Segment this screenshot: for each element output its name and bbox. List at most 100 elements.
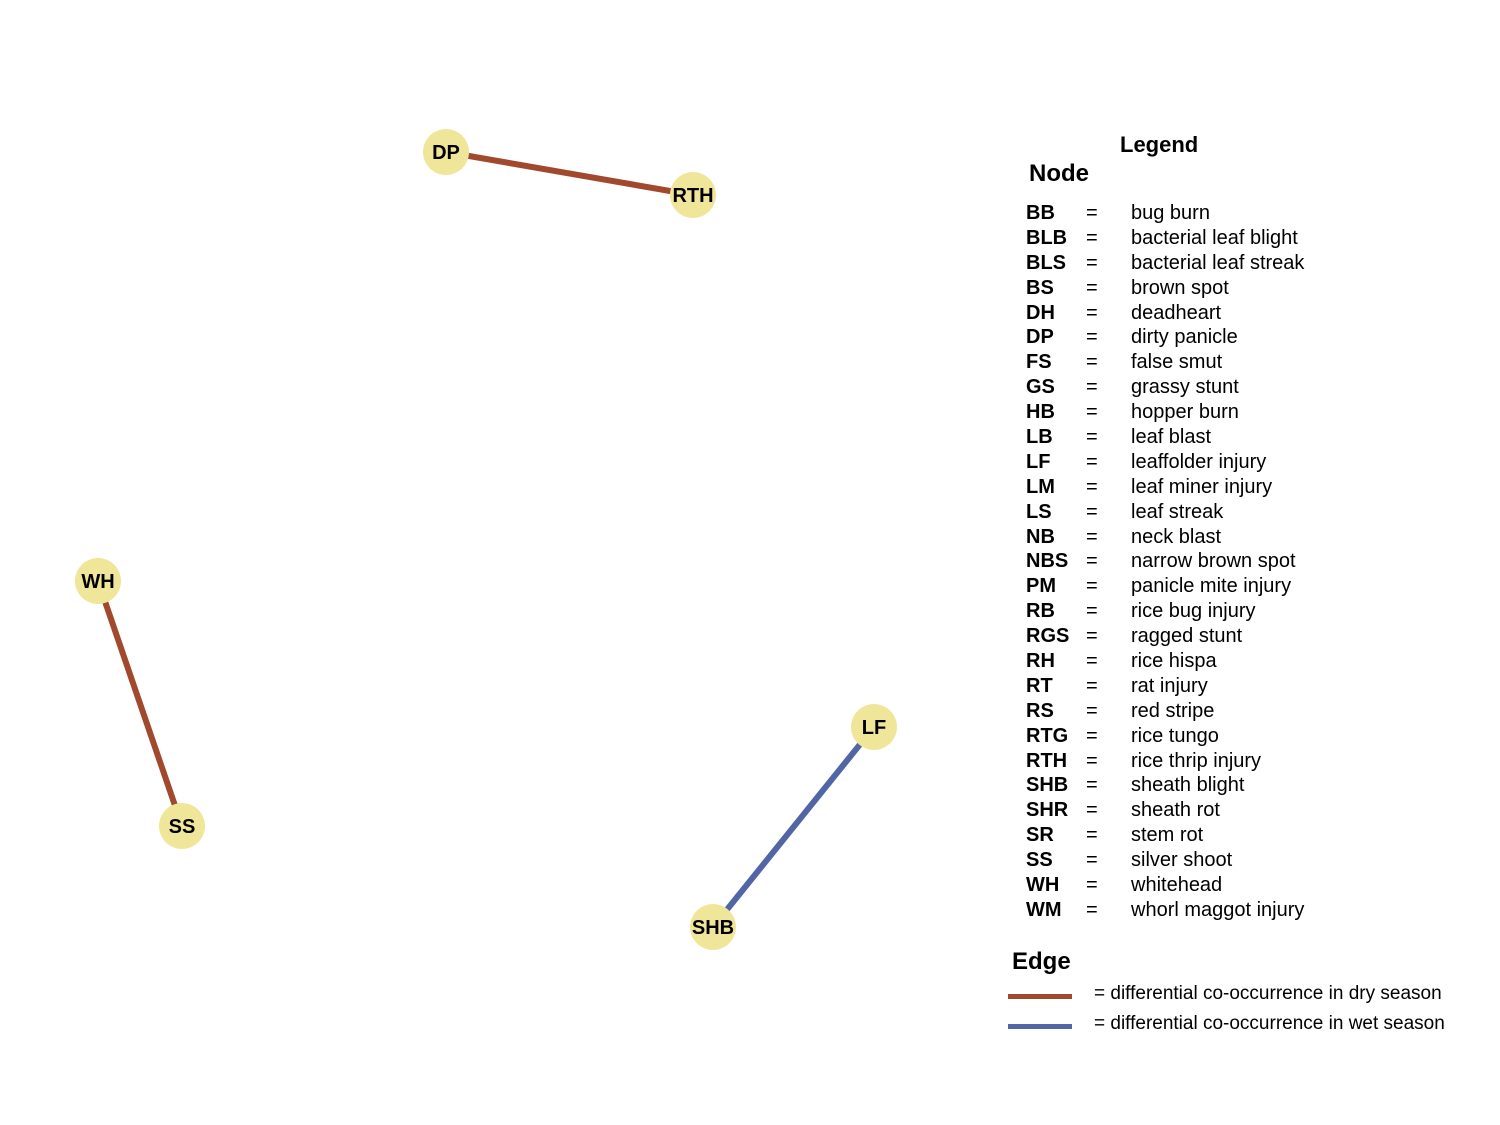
- edge-legend-row-dry: = differential co-occurrence in dry seas…: [1008, 983, 1498, 1009]
- node-full-name: leaf miner injury: [1131, 475, 1273, 498]
- node-abbreviation: DH: [1026, 301, 1055, 324]
- node-legend-row: BS = brown spot: [1026, 277, 1496, 302]
- edge-wh-ss: [95, 580, 185, 827]
- node-legend-row: NBS = narrow brown spot: [1026, 550, 1496, 575]
- node-full-name: rice bug injury: [1131, 600, 1256, 623]
- node-full-name: brown spot: [1131, 276, 1229, 299]
- equals-sign: =: [1086, 724, 1098, 747]
- edge-dp-rth: [445, 149, 694, 198]
- node-legend-row: WH = whitehead: [1026, 874, 1496, 899]
- node-full-name: false smut: [1131, 351, 1223, 374]
- equals-sign: =: [1086, 376, 1098, 399]
- node-full-name: narrow brown spot: [1131, 550, 1296, 573]
- equals-sign: =: [1086, 600, 1098, 623]
- node-legend-row: NB = neck blast: [1026, 526, 1496, 551]
- node-circle: [75, 558, 121, 604]
- node-abbreviation: RGS: [1026, 625, 1070, 648]
- node-legend-row: RTH = rice thrip injury: [1026, 750, 1496, 775]
- node-abbreviation: LS: [1026, 500, 1052, 523]
- equals-sign: =: [1086, 426, 1098, 449]
- node-full-name: rice hispa: [1131, 650, 1217, 673]
- node-full-name: sheath blight: [1131, 774, 1245, 797]
- node-full-name: whorl maggot injury: [1131, 898, 1305, 921]
- equals-sign: =: [1086, 301, 1098, 324]
- node-full-name: rice tungo: [1131, 724, 1219, 747]
- node-legend-row: LM = leaf miner injury: [1026, 476, 1496, 501]
- node-abbreviation: SHB: [1026, 774, 1069, 797]
- node-legend-row: BLS = bacterial leaf streak: [1026, 252, 1496, 277]
- node-legend-row: DH = deadheart: [1026, 302, 1496, 327]
- legend-panel: Legend Node BB = bug burn BLB = bacterial lea…: [1000, 0, 1500, 1125]
- node-abbreviation: BLB: [1026, 226, 1068, 249]
- node-full-name: hopper burn: [1131, 401, 1239, 424]
- node-label: SS: [169, 816, 196, 838]
- equals-sign: =: [1086, 326, 1098, 349]
- node-legend-list: BB = bug burn BLB = bacterial leaf blight BLS =…: [1026, 202, 1496, 924]
- node-legend-row: SR = stem rot: [1026, 824, 1496, 849]
- node-legend-row: SHB = sheath blight: [1026, 774, 1496, 799]
- node-full-name: rice thrip injury: [1131, 749, 1262, 772]
- node-legend-row: GS = grassy stunt: [1026, 376, 1496, 401]
- node-full-name: leaffolder injury: [1131, 450, 1267, 473]
- dry-season-line-swatch: [1008, 994, 1072, 999]
- node-full-name: whitehead: [1131, 874, 1223, 897]
- node-legend-row: LF = leaffolder injury: [1026, 451, 1496, 476]
- wet-season-edge-description: = differential co-occurrence in wet seas…: [1094, 1013, 1445, 1034]
- node-abbreviation: NBS: [1026, 550, 1069, 573]
- node-abbreviation: LM: [1026, 475, 1055, 498]
- node-legend-row: RTG = rice tungo: [1026, 725, 1496, 750]
- node-ss: SS: [159, 803, 205, 849]
- equals-sign: =: [1086, 251, 1098, 274]
- equals-sign: =: [1086, 674, 1098, 697]
- equals-sign: =: [1086, 874, 1098, 897]
- node-label: WH: [81, 571, 114, 593]
- node-abbreviation: LF: [1026, 450, 1051, 473]
- node-abbreviation: RTG: [1026, 724, 1069, 747]
- network-diagram: DP RTH WH SS LF SHB: [75, 129, 897, 950]
- equals-sign: =: [1086, 799, 1098, 822]
- node-abbreviation: BS: [1026, 276, 1054, 299]
- node-abbreviation: NB: [1026, 525, 1055, 548]
- node-abbreviation: SS: [1026, 849, 1053, 872]
- node-full-name: deadheart: [1131, 301, 1222, 324]
- node-full-name: bacterial leaf streak: [1131, 251, 1305, 274]
- node-full-name: panicle mite injury: [1131, 575, 1292, 598]
- node-full-name: red stripe: [1131, 699, 1215, 722]
- node-legend-row: WM = whorl maggot injury: [1026, 899, 1496, 924]
- node-legend-row: RT = rat injury: [1026, 675, 1496, 700]
- node-abbreviation: WH: [1026, 874, 1060, 897]
- node-abbreviation: SR: [1026, 824, 1054, 847]
- node-full-name: sheath rot: [1131, 799, 1220, 822]
- equals-sign: =: [1086, 575, 1098, 598]
- equals-sign: =: [1086, 202, 1098, 224]
- node-circle: [159, 803, 205, 849]
- node-legend-row: DP = dirty panicle: [1026, 326, 1496, 351]
- node-abbreviation: RB: [1026, 600, 1055, 623]
- wet-season-line-swatch: [1008, 1024, 1072, 1029]
- equals-sign: =: [1086, 749, 1098, 772]
- equals-sign: =: [1086, 401, 1098, 424]
- node-full-name: grassy stunt: [1131, 376, 1239, 399]
- node-circle: [670, 172, 716, 218]
- equals-sign: =: [1086, 550, 1098, 573]
- legend-title: Legend: [1120, 132, 1199, 157]
- node-abbreviation: HB: [1026, 401, 1055, 424]
- node-legend-row: RH = rice hispa: [1026, 650, 1496, 675]
- node-legend-row: HB = hopper burn: [1026, 401, 1496, 426]
- node-wh: WH: [75, 558, 121, 604]
- node-abbreviation: RH: [1026, 650, 1055, 673]
- equals-sign: =: [1086, 849, 1098, 872]
- edge-legend-heading: Edge: [1012, 948, 1071, 975]
- node-abbreviation: BB: [1026, 202, 1055, 224]
- node-full-name: neck blast: [1131, 525, 1222, 548]
- node-shb: SHB: [690, 904, 736, 950]
- node-abbreviation: RTH: [1026, 749, 1068, 772]
- node-legend-row: LS = leaf streak: [1026, 501, 1496, 526]
- node-legend-row: RS = red stripe: [1026, 700, 1496, 725]
- equals-sign: =: [1086, 351, 1098, 374]
- node-full-name: leaf streak: [1131, 500, 1224, 523]
- node-legend-row: FS = false smut: [1026, 351, 1496, 376]
- node-full-name: stem rot: [1131, 824, 1204, 847]
- node-full-name: bug burn: [1131, 202, 1210, 224]
- node-full-name: rat injury: [1131, 674, 1208, 697]
